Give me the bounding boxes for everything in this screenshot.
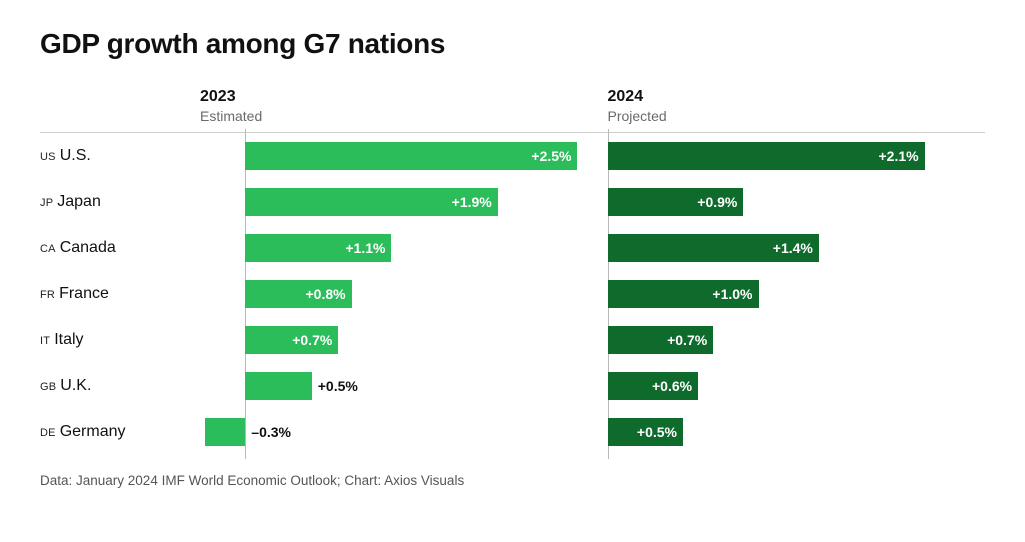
country-code: US xyxy=(40,151,56,163)
country-name: U.S. xyxy=(60,147,91,165)
data-row: IT Italy +0.7% +0.7% xyxy=(40,317,985,363)
bar: +0.7% xyxy=(608,326,714,354)
country-label: JP Japan xyxy=(40,193,200,211)
bar-cell: +0.8% xyxy=(200,271,578,317)
col-year: 2023 xyxy=(200,88,578,106)
bar: +0.8% xyxy=(245,280,351,308)
zero-line xyxy=(245,405,246,459)
bar-value-label: +0.7% xyxy=(292,332,332,348)
col-2024-header: 2024 Projected xyxy=(608,88,986,124)
country-code: JP xyxy=(40,197,53,209)
country-label: FR France xyxy=(40,285,200,303)
chart-footer: Data: January 2024 IMF World Economic Ou… xyxy=(40,473,985,488)
bar-value-label: –0.3% xyxy=(251,424,291,440)
bar-value-label: +2.5% xyxy=(531,148,571,164)
bar-cell: +1.0% xyxy=(608,271,986,317)
col-year: 2024 xyxy=(608,88,986,106)
bar-cell: +1.9% xyxy=(200,179,578,225)
bar: +1.0% xyxy=(608,280,759,308)
bar: +0.9% xyxy=(608,188,744,216)
country-label: DE Germany xyxy=(40,423,200,441)
bar: +1.1% xyxy=(245,234,391,262)
country-name: Italy xyxy=(54,331,83,349)
chart-rows: US U.S. +2.5% +2.1% JP Japan +1.9% +0.9% CA Canad… xyxy=(40,133,985,455)
bar-cell: +0.7% xyxy=(608,317,986,363)
bar: +0.7% xyxy=(245,326,338,354)
bar-cell: +0.6% xyxy=(608,363,986,409)
bar-value-label: +0.8% xyxy=(306,286,346,302)
data-row: CA Canada +1.1% +1.4% xyxy=(40,225,985,271)
data-row: FR France +0.8% +1.0% xyxy=(40,271,985,317)
country-code: CA xyxy=(40,243,56,255)
country-name: Germany xyxy=(60,423,126,441)
country-label: US U.S. xyxy=(40,147,200,165)
bar-cell: +0.9% xyxy=(608,179,986,225)
bar-cell: +0.5% xyxy=(200,363,578,409)
data-row: GB U.K. +0.5% +0.6% xyxy=(40,363,985,409)
bar-cell: +0.7% xyxy=(200,317,578,363)
country-code: IT xyxy=(40,335,50,347)
bar: +0.5% xyxy=(608,418,684,446)
bar-cell: +0.5% xyxy=(608,409,986,455)
bar-value-label: +1.4% xyxy=(773,240,813,256)
bar xyxy=(205,418,245,446)
country-code: DE xyxy=(40,427,56,439)
bar-value-label: +1.0% xyxy=(712,286,752,302)
bar-value-label: +0.9% xyxy=(697,194,737,210)
country-name: Japan xyxy=(57,193,101,211)
country-label: IT Italy xyxy=(40,331,200,349)
bar: +2.5% xyxy=(245,142,577,170)
bar: +0.6% xyxy=(608,372,699,400)
bar: +1.9% xyxy=(245,188,497,216)
country-code: FR xyxy=(40,289,55,301)
bar-cell: –0.3% xyxy=(200,409,578,455)
column-headers: 2023 Estimated 2024 Projected xyxy=(40,88,985,133)
bar-value-label: +0.6% xyxy=(652,378,692,394)
chart-title: GDP growth among G7 nations xyxy=(40,28,985,60)
bar-value-label: +0.7% xyxy=(667,332,707,348)
bar-value-label: +1.1% xyxy=(345,240,385,256)
bar-value-label: +0.5% xyxy=(318,378,358,394)
col-subtitle: Projected xyxy=(608,108,986,124)
country-name: Canada xyxy=(60,239,116,257)
bar xyxy=(245,372,311,400)
bar-cell: +2.1% xyxy=(608,133,986,179)
country-name: U.K. xyxy=(60,377,91,395)
country-name: France xyxy=(59,285,109,303)
country-label: CA Canada xyxy=(40,239,200,257)
bar-cell: +1.4% xyxy=(608,225,986,271)
bar: +1.4% xyxy=(608,234,819,262)
country-code: GB xyxy=(40,381,56,393)
col-subtitle: Estimated xyxy=(200,108,578,124)
bar-value-label: +2.1% xyxy=(879,148,919,164)
data-row: DE Germany –0.3% +0.5% xyxy=(40,409,985,455)
bar-value-label: +0.5% xyxy=(637,424,677,440)
col-2023-header: 2023 Estimated xyxy=(200,88,578,124)
bar-cell: +1.1% xyxy=(200,225,578,271)
data-row: US U.S. +2.5% +2.1% xyxy=(40,133,985,179)
bar-value-label: +1.9% xyxy=(452,194,492,210)
bar: +2.1% xyxy=(608,142,925,170)
data-row: JP Japan +1.9% +0.9% xyxy=(40,179,985,225)
bar-cell: +2.5% xyxy=(200,133,578,179)
country-label: GB U.K. xyxy=(40,377,200,395)
